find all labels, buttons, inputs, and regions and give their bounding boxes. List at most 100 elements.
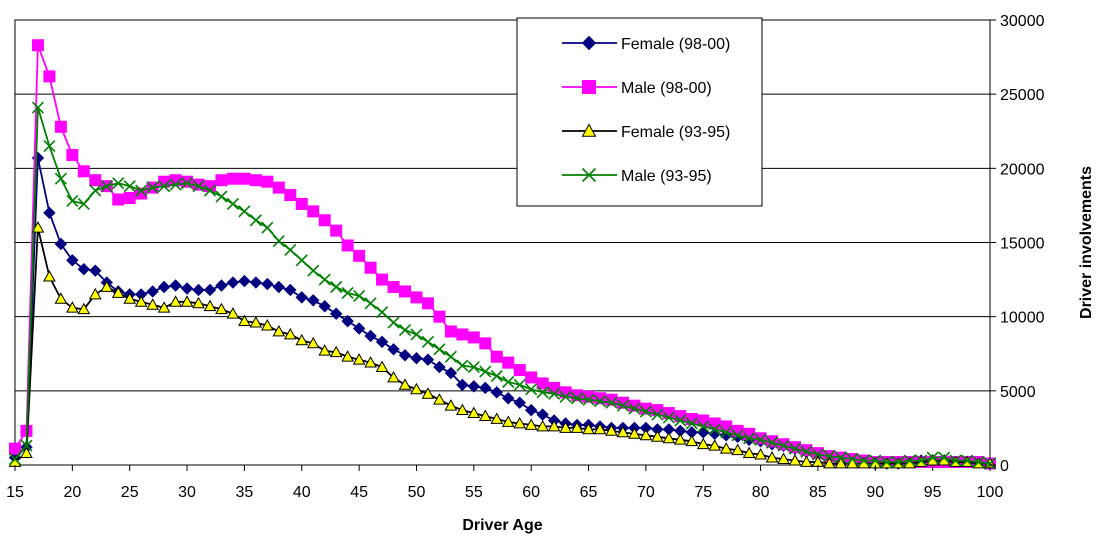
data-point: [490, 386, 503, 399]
data-point: [364, 297, 377, 310]
data-point: [513, 378, 526, 391]
data-point: [754, 432, 767, 445]
data-point: [146, 298, 159, 310]
series-0: [8, 151, 997, 470]
data-point: [536, 419, 549, 432]
data-point: [295, 197, 308, 210]
data-point: [66, 148, 79, 161]
data-point: [616, 425, 630, 438]
data-point: [157, 280, 171, 294]
data-point: [765, 436, 779, 449]
data-point: [353, 249, 366, 262]
data-point: [421, 335, 435, 348]
data-point: [467, 380, 481, 393]
data-point: [880, 455, 893, 469]
data-point: [410, 328, 423, 341]
data-point: [100, 280, 114, 292]
data-point: [261, 319, 274, 331]
x-tick-label: 95: [924, 484, 942, 501]
data-point: [433, 393, 446, 405]
data-point: [134, 295, 148, 307]
data-point: [364, 356, 377, 368]
data-point: [318, 300, 331, 313]
data-point: [938, 451, 951, 464]
data-point: [353, 289, 366, 302]
data-point: [376, 273, 389, 286]
data-point: [456, 378, 469, 392]
y-axis-title: Driver involvements: [1078, 166, 1095, 319]
data-point: [639, 405, 652, 418]
data-point: [77, 197, 90, 210]
x-tick-label: 35: [236, 484, 254, 501]
data-point: [720, 426, 733, 439]
data-point: [112, 193, 125, 206]
data-point: [112, 177, 125, 190]
data-point: [249, 316, 263, 328]
data-point: [593, 395, 607, 408]
data-point: [329, 307, 343, 320]
data-point: [295, 291, 308, 304]
data-point: [501, 415, 515, 427]
y-tick-label: 25000: [1000, 87, 1045, 104]
data-point: [192, 296, 205, 309]
data-point: [66, 301, 79, 313]
x-tick-label: 90: [866, 484, 884, 501]
data-point: [754, 433, 767, 446]
data-point: [616, 399, 630, 412]
data-point: [823, 456, 836, 469]
data-point: [502, 392, 515, 405]
data-point: [399, 285, 411, 298]
data-point: [146, 285, 159, 298]
legend-label: Female (98-00): [621, 36, 730, 53]
data-point: [685, 434, 699, 447]
data-point: [31, 221, 45, 233]
data-point: [559, 421, 572, 433]
x-tick-label: 80: [752, 484, 770, 501]
data-point: [330, 280, 343, 294]
data-point: [111, 286, 125, 298]
data-point: [846, 453, 859, 466]
series-line: [14, 227, 990, 465]
data-point: [673, 433, 687, 445]
data-point: [846, 456, 859, 469]
data-point: [972, 455, 985, 469]
data-point: [398, 349, 412, 362]
data-point: [20, 446, 33, 459]
data-point: [697, 420, 710, 433]
data-point: [203, 283, 217, 297]
data-point: [536, 377, 549, 390]
data-point: [387, 316, 400, 329]
data-point: [743, 432, 756, 445]
data-point: [123, 292, 137, 304]
data-point: [570, 421, 584, 433]
y-axis-ticks: 0 5000 10000 15000 20000 25000 30000: [990, 13, 1045, 475]
data-point: [272, 181, 285, 194]
data-point: [525, 383, 538, 396]
legend-marker: [581, 167, 597, 183]
data-point: [203, 299, 217, 312]
data-point: [100, 180, 113, 193]
data-point: [433, 310, 446, 323]
data-point: [983, 457, 997, 470]
data-point: [662, 411, 675, 424]
series-line: [14, 44, 991, 465]
data-point: [283, 327, 297, 340]
data-point: [433, 343, 446, 356]
data-point: [410, 351, 423, 365]
data-point: [158, 180, 171, 193]
legend-marker: [581, 123, 597, 137]
x-tick-label: 60: [522, 484, 540, 501]
data-point: [284, 243, 297, 256]
data-point: [77, 302, 91, 315]
series-line: [14, 107, 991, 465]
x-tick-label: 100: [977, 484, 1004, 501]
data-point: [238, 314, 251, 327]
data-point: [364, 261, 377, 274]
x-tick-label: 55: [465, 484, 483, 501]
series-1: [9, 39, 996, 470]
series-2: [8, 221, 997, 469]
data-point: [651, 408, 664, 421]
legend-item: Female (93-95): [562, 123, 730, 141]
data-point: [341, 350, 354, 362]
